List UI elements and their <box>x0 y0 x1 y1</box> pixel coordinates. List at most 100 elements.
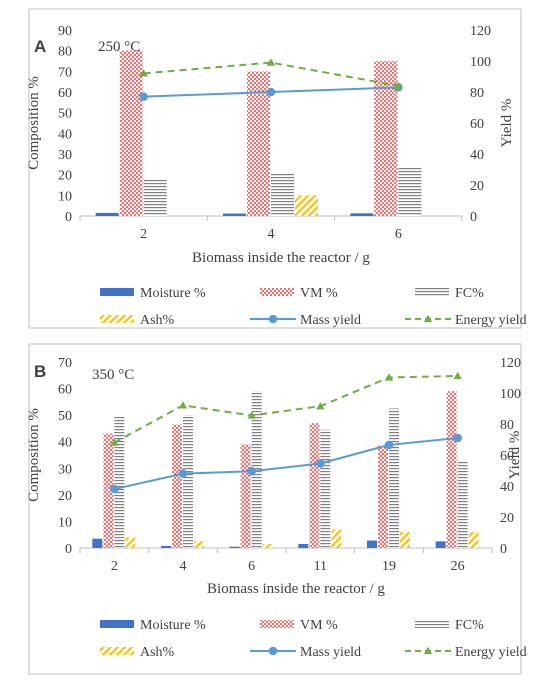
y-axis-title: Composition % <box>26 408 42 502</box>
bar-moisture <box>435 541 446 548</box>
point-energy-yield <box>266 58 276 66</box>
y2-tick-label: 60 <box>470 117 484 132</box>
bar-fc <box>398 166 422 216</box>
chart-b-svg: 0 10 20 30 40 50 60 70 0 20 40 60 80 100 120 2 4 6 11 19 26 C… <box>26 343 527 675</box>
y-tick-label: 0 <box>65 210 72 225</box>
legend-swatch-fc- <box>415 288 449 296</box>
legend-swatch-shape <box>100 315 134 323</box>
bar-fc <box>320 429 331 548</box>
x-tick-label: 6 <box>395 227 402 242</box>
y2-tick-label: 0 <box>500 542 507 557</box>
x-tick-label: 6 <box>248 559 255 574</box>
point-energy-yield <box>384 373 394 381</box>
bar-vm <box>247 71 270 216</box>
bar-fc <box>389 408 399 548</box>
legend-swatch-vm-- <box>260 288 294 296</box>
y2-tick-label: 120 <box>500 356 521 371</box>
bar-ash <box>295 195 318 216</box>
chart-panel-a: 0 10 20 30 40 50 60 70 80 90 0 20 40 60 80 100 120 2 4 6 Com… <box>0 0 550 339</box>
y2-tick-label: 80 <box>500 418 514 433</box>
legend-swatch-energy-yield <box>405 646 451 655</box>
point-energy-yield <box>110 438 119 446</box>
point-mass-yield <box>110 484 119 494</box>
y2-tick-label: 0 <box>470 210 477 225</box>
line-energy-yield <box>143 61 399 87</box>
y-tick-label: 40 <box>58 436 72 451</box>
bar-moisture <box>92 538 103 548</box>
bar-fc <box>114 416 125 548</box>
point-mass-yield <box>178 469 188 478</box>
y-tick-label: 50 <box>58 107 72 122</box>
point-energy-yield <box>316 401 325 410</box>
legend-swatch-moisture-- <box>100 620 134 628</box>
bar-vm <box>119 50 143 216</box>
y2-tick-label: 120 <box>470 24 491 39</box>
legend-swatch-marker <box>423 646 433 655</box>
legend-swatch-shape <box>100 647 134 655</box>
point-mass-yield <box>247 466 256 476</box>
y-tick-label: 40 <box>58 127 72 142</box>
legend-label-mass-yield: Mass yield <box>300 313 361 328</box>
legend-swatch-marker <box>268 314 278 324</box>
legend-swatch-shape <box>415 288 449 296</box>
bar-fc <box>251 391 262 548</box>
legend-swatch-shape <box>260 288 294 296</box>
bar-vm <box>103 433 114 548</box>
point-mass-yield <box>384 440 394 450</box>
y-tick-label: 50 <box>58 409 72 424</box>
legend-swatch-shape <box>415 620 449 628</box>
legend-swatch-mass-yield <box>250 314 296 324</box>
legend-swatch-shape <box>100 288 134 296</box>
y-tick-label: 60 <box>58 86 72 101</box>
y-tick-label: 70 <box>58 65 72 80</box>
legend-label-fc-: FC% <box>455 286 484 301</box>
point-energy-yield <box>247 411 256 419</box>
y2-axis-title: Yield % <box>499 99 515 148</box>
y-tick-label: 10 <box>58 515 72 530</box>
legend-swatch-energy-yield <box>405 314 451 323</box>
y-tick-label: 80 <box>58 45 72 60</box>
legend-swatch-shape <box>260 620 294 628</box>
legend-swatch-marker <box>268 646 278 656</box>
y2-tick-label: 40 <box>500 480 514 495</box>
bar-vm <box>309 423 320 548</box>
y-tick-label: 0 <box>65 542 72 557</box>
legend-label-energy-yield: Energy yield <box>455 645 527 660</box>
point-energy-yield <box>394 81 403 89</box>
temperature-annotation: 350 °C <box>92 367 134 383</box>
x-tick-label: 4 <box>180 559 187 574</box>
chart-a-svg: 0 10 20 30 40 50 60 70 80 90 0 20 40 60 80 100 120 2 4 6 Com… <box>26 8 527 329</box>
point-energy-yield <box>178 401 188 409</box>
chart-frame <box>28 343 522 675</box>
y2-axis-title: Yield % <box>507 431 523 480</box>
bar-vm <box>240 444 251 548</box>
bar-vm <box>374 61 398 216</box>
x-tick-label: 2 <box>111 559 118 574</box>
legend-swatch-moisture-- <box>100 288 134 296</box>
legend-swatch-shape <box>100 620 134 628</box>
legend-label-mass-yield: Mass yield <box>300 645 361 660</box>
x-axis-title: Biomass inside the reactor / g <box>207 581 385 597</box>
y-tick-label: 90 <box>58 24 72 39</box>
legend-swatch-fc- <box>415 620 449 628</box>
temperature-annotation: 250 °C <box>98 39 140 55</box>
y2-tick-label: 80 <box>470 86 484 101</box>
bar-moisture <box>95 212 119 216</box>
point-energy-yield <box>139 69 148 77</box>
legend-label-energy-yield: Energy yield <box>455 313 527 328</box>
point-energy-yield <box>453 371 462 380</box>
legend-label-ash-: Ash% <box>140 313 175 328</box>
line-mass-yield <box>114 436 458 491</box>
bar-ash <box>194 541 204 548</box>
bar-ash <box>125 537 136 548</box>
bar-fc <box>271 173 294 216</box>
legend-label-ash-: Ash% <box>140 645 175 660</box>
point-mass-yield <box>139 92 148 101</box>
point-mass-yield <box>316 459 325 468</box>
chart-frame <box>28 8 522 329</box>
legend-swatch-vm-- <box>260 620 294 628</box>
y-tick-label: 10 <box>58 189 72 204</box>
legend-label-moisture--: Moisture % <box>140 618 206 633</box>
x-axis-title: Biomass inside the reactor / g <box>192 250 370 266</box>
panel-letter: B <box>34 362 46 381</box>
